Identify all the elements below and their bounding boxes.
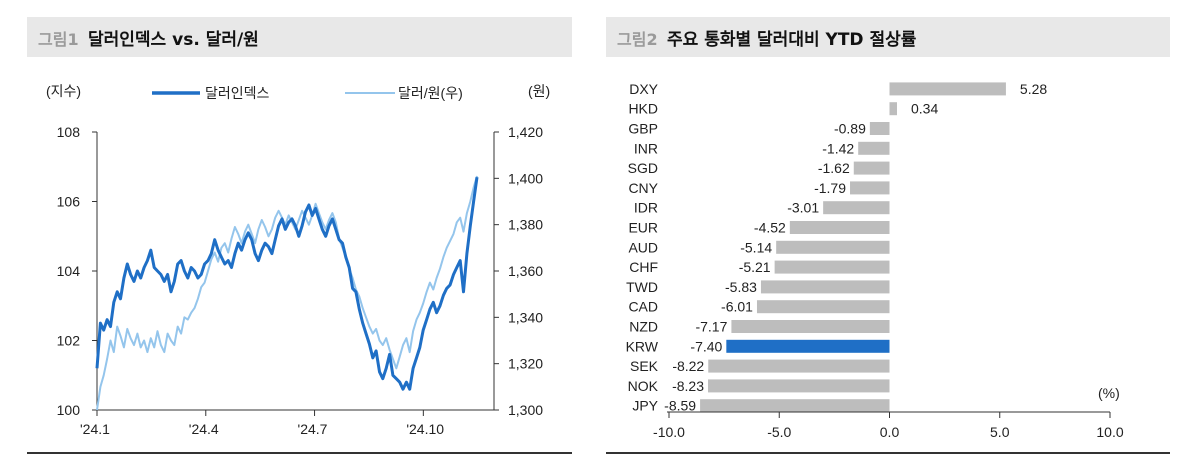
category-label: TWD bbox=[626, 279, 658, 295]
x-axis-tick-label: 0.0 bbox=[880, 424, 900, 440]
bar-cad bbox=[756, 300, 890, 314]
category-label: IDR bbox=[634, 200, 658, 216]
left-axis-tick-label: 100 bbox=[57, 402, 81, 418]
value-label: -1.79 bbox=[814, 180, 846, 196]
bar-chf bbox=[774, 260, 890, 274]
value-label: -1.62 bbox=[818, 160, 850, 176]
x-axis-tick-label: -5.0 bbox=[767, 424, 791, 440]
left-axis-tick-label: 102 bbox=[57, 333, 81, 349]
value-label: -4.52 bbox=[754, 220, 786, 236]
category-label: GBP bbox=[628, 121, 658, 137]
bar-jpy bbox=[700, 399, 890, 413]
value-label: 0.34 bbox=[911, 101, 938, 117]
right-axis-tick-label: 1,380 bbox=[508, 217, 543, 233]
right-axis-tick-label: 1,420 bbox=[508, 124, 543, 140]
category-label: CAD bbox=[628, 299, 658, 315]
category-label: AUD bbox=[628, 239, 658, 255]
dollar-index-line bbox=[95, 176, 479, 391]
bar-dxy bbox=[889, 82, 1006, 96]
category-label: CHF bbox=[629, 259, 658, 275]
category-label: DXY bbox=[629, 81, 658, 97]
right-axis-tick-label: 1,400 bbox=[508, 170, 543, 186]
bar-cny bbox=[850, 181, 890, 195]
category-label: SGD bbox=[628, 160, 658, 176]
x-axis-tick-label: -10.0 bbox=[653, 424, 685, 440]
figure2-header: 그림2 주요 통화별 달러대비 YTD 절상률 bbox=[606, 17, 1170, 57]
right-axis-unit: (원) bbox=[528, 83, 550, 99]
bar-hkd bbox=[889, 102, 897, 116]
category-label: CNY bbox=[628, 180, 658, 196]
left-axis-tick-label: 106 bbox=[57, 194, 81, 210]
category-label: NZD bbox=[629, 319, 658, 335]
value-label: -1.42 bbox=[822, 140, 854, 156]
figure2-title: 주요 통화별 달러대비 YTD 절상률 bbox=[667, 30, 917, 50]
right-axis-tick-label: 1,360 bbox=[508, 263, 543, 279]
category-label: NOK bbox=[628, 378, 659, 394]
figure1-title: 달러인덱스 vs. 달러/원 bbox=[88, 30, 259, 50]
x-axis-tick-label: '24.10 bbox=[406, 421, 444, 437]
legend-dxy-label: 달러인덱스 bbox=[205, 85, 270, 101]
bar-aud bbox=[776, 240, 890, 254]
figure2-tag: 그림2 bbox=[617, 30, 658, 49]
value-label: -5.83 bbox=[725, 279, 757, 295]
category-label: INR bbox=[634, 140, 658, 156]
bar-inr bbox=[858, 141, 890, 155]
value-label: -8.23 bbox=[672, 378, 704, 394]
category-label: KRW bbox=[626, 338, 659, 354]
value-label: -8.59 bbox=[664, 398, 696, 414]
left-axis-tick-label: 104 bbox=[57, 263, 81, 279]
right-axis-tick-label: 1,320 bbox=[508, 356, 543, 372]
figure1-tag: 그림1 bbox=[38, 30, 79, 49]
value-label: -5.21 bbox=[739, 259, 771, 275]
left-axis-unit: (지수) bbox=[46, 83, 81, 99]
value-label: 5.28 bbox=[1020, 81, 1047, 97]
value-label: -7.17 bbox=[695, 319, 727, 335]
legend-krw-label: 달러/원(우) bbox=[398, 85, 463, 101]
category-label: SEK bbox=[630, 358, 659, 374]
value-label: -0.89 bbox=[834, 121, 866, 137]
figure1-bottom-rule bbox=[27, 452, 572, 454]
bar-krw bbox=[726, 339, 890, 353]
figure1-header: 그림1 달러인덱스 vs. 달러/원 bbox=[27, 17, 572, 57]
bar-nzd bbox=[731, 320, 890, 333]
figure2-bottom-rule bbox=[606, 452, 1170, 454]
value-label: -8.22 bbox=[672, 358, 704, 374]
usdkrw-line bbox=[96, 175, 478, 411]
value-label: -6.01 bbox=[721, 299, 753, 315]
bar-nok bbox=[708, 379, 890, 393]
bar-sek bbox=[708, 359, 890, 373]
x-axis-tick-label: 5.0 bbox=[990, 424, 1010, 440]
left-axis-tick-label: 108 bbox=[57, 124, 81, 140]
x-axis-tick-label: '24.7 bbox=[298, 421, 328, 437]
x-axis-tick-label: 10.0 bbox=[1096, 424, 1123, 440]
bar-twd bbox=[760, 280, 890, 294]
value-label: -7.40 bbox=[690, 338, 722, 354]
x-axis-unit: (%) bbox=[1098, 385, 1120, 401]
bar-eur bbox=[789, 221, 890, 234]
value-label: -3.01 bbox=[787, 200, 819, 216]
category-label: EUR bbox=[628, 220, 658, 236]
bar-gbp bbox=[869, 122, 890, 135]
right-axis-tick-label: 1,300 bbox=[508, 402, 543, 418]
category-label: HKD bbox=[628, 101, 658, 117]
right-axis-tick-label: 1,340 bbox=[508, 309, 543, 325]
value-label: -5.14 bbox=[740, 239, 772, 255]
x-axis-tick-label: '24.4 bbox=[189, 421, 219, 437]
x-axis-tick-label: '24.1 bbox=[80, 421, 110, 437]
category-label: JPY bbox=[632, 398, 658, 414]
bar-idr bbox=[823, 201, 890, 215]
bar-sgd bbox=[853, 161, 890, 175]
